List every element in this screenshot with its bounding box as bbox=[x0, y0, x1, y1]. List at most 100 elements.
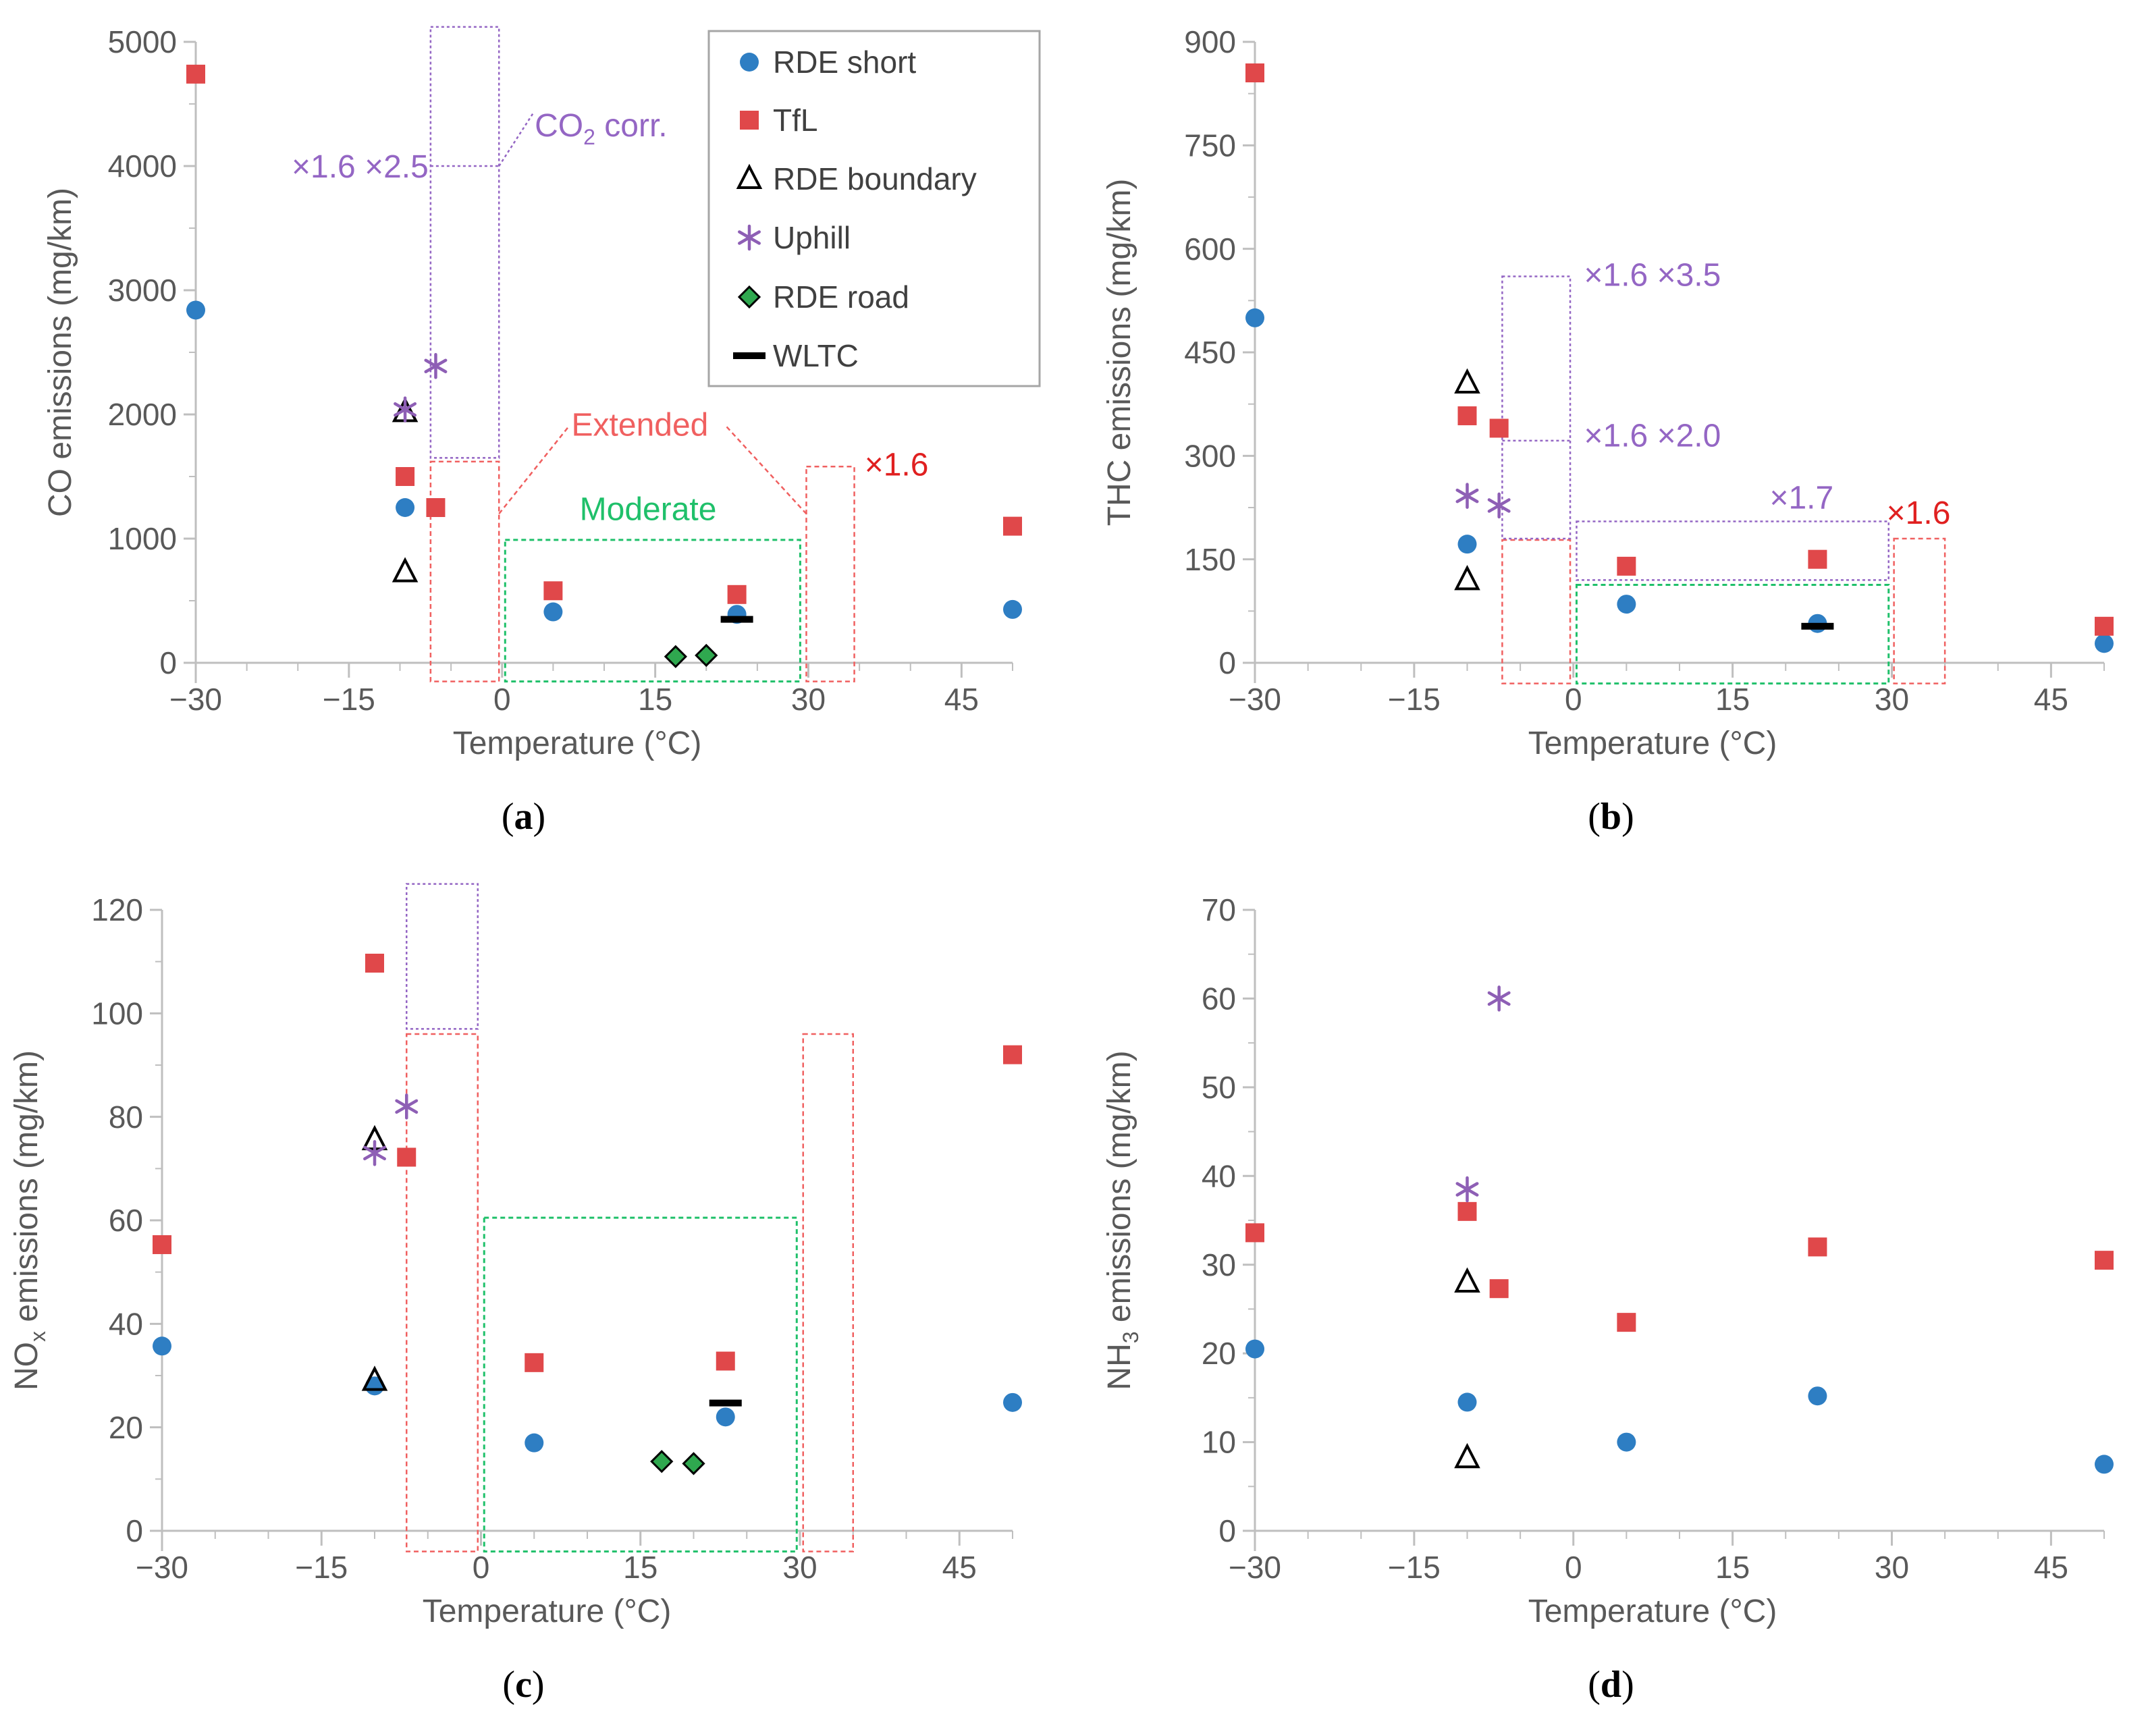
annotation-text: ×1.6 ×2.0 bbox=[1584, 418, 1721, 454]
legend-marker-triangle bbox=[736, 163, 763, 189]
marker-tfl bbox=[1808, 1237, 1827, 1257]
marker-tfl bbox=[153, 1235, 171, 1255]
annotation-text: ×1.7 bbox=[1769, 480, 1833, 516]
legend: RDE short TfL RDE boundary Uphill RDE ro… bbox=[707, 30, 1041, 387]
y-tick-label: 600 bbox=[1184, 232, 1236, 267]
marker-rde_short bbox=[153, 1336, 171, 1356]
legend-symbol bbox=[738, 224, 761, 251]
x-tick-label: 45 bbox=[2034, 682, 2068, 717]
region-box-moderate bbox=[504, 539, 801, 683]
x-tick-label: 0 bbox=[1565, 1550, 1582, 1585]
y-tick-label: 100 bbox=[91, 996, 143, 1031]
marker-rde_short bbox=[525, 1433, 544, 1453]
marker-uphill bbox=[1455, 483, 1479, 509]
x-tick-label: 15 bbox=[638, 682, 672, 717]
legend-entry: WLTC bbox=[733, 338, 859, 373]
marker-tfl bbox=[186, 64, 205, 84]
legend-symbol bbox=[733, 352, 766, 359]
marker-rde_short bbox=[1617, 1432, 1636, 1452]
x-tick-label: 45 bbox=[944, 682, 979, 717]
marker-tfl bbox=[396, 467, 415, 486]
legend-label: RDE road bbox=[773, 279, 909, 315]
x-tick-label: −15 bbox=[1388, 1550, 1441, 1585]
marker-rde_short bbox=[1808, 1386, 1827, 1406]
marker-tfl bbox=[2095, 616, 2114, 636]
x-tick-label: 15 bbox=[1715, 682, 1750, 717]
x-tick-label: 45 bbox=[942, 1550, 977, 1585]
x-tick-label: 15 bbox=[1715, 1550, 1750, 1585]
x-tick-label: 30 bbox=[1875, 682, 1909, 717]
x-axis-label: Temperature (°C) bbox=[453, 726, 702, 761]
annotation-text: ×1.6 bbox=[1887, 495, 1951, 531]
x-tick-label: −15 bbox=[323, 682, 375, 717]
marker-rde_road bbox=[664, 645, 687, 668]
y-tick-label: 70 bbox=[1202, 892, 1236, 927]
marker-tfl bbox=[525, 1353, 544, 1372]
legend-label: WLTC bbox=[773, 338, 859, 373]
x-axis-label: Temperature (°C) bbox=[1528, 1594, 1777, 1629]
marker-tfl bbox=[1003, 1045, 1022, 1064]
marker-rde_short bbox=[1245, 1339, 1264, 1359]
y-tick-label: 0 bbox=[1218, 1513, 1236, 1548]
region-box-extended bbox=[802, 1033, 854, 1552]
y-tick-label: 750 bbox=[1184, 128, 1236, 163]
marker-rde_short bbox=[1457, 1392, 1477, 1412]
marker-uphill bbox=[394, 396, 417, 423]
region-box-extended bbox=[1893, 537, 1946, 684]
y-tick-label: 0 bbox=[1218, 645, 1236, 680]
marker-wltc bbox=[709, 1399, 742, 1407]
star-stroke bbox=[1455, 1182, 1479, 1197]
annotation-text: Extended bbox=[572, 408, 709, 443]
x-axis-label: Temperature (°C) bbox=[423, 1594, 672, 1629]
x-axis-label: Temperature (°C) bbox=[1528, 726, 1777, 761]
x-tick-label: 45 bbox=[2034, 1550, 2068, 1585]
marker-uphill bbox=[363, 1140, 386, 1166]
marker-rde_short bbox=[1003, 1392, 1022, 1412]
y-axis-label: THC emissions (mg/km) bbox=[1102, 179, 1137, 526]
legend-entry: RDE short bbox=[740, 45, 916, 80]
marker-rde_short bbox=[543, 602, 563, 622]
legend-symbol bbox=[736, 163, 763, 189]
y-tick-label: 5000 bbox=[108, 24, 177, 59]
y-tick-label: 40 bbox=[109, 1306, 143, 1341]
y-tick-label: 60 bbox=[1202, 981, 1236, 1016]
guide-line-extended bbox=[498, 426, 570, 514]
x-tick-label: −30 bbox=[169, 682, 222, 717]
marker-rde_short bbox=[2095, 634, 2114, 653]
legend-entry: RDE road bbox=[737, 279, 909, 315]
star-stroke bbox=[424, 358, 448, 373]
y-tick-label: 120 bbox=[91, 892, 143, 927]
marker-tfl bbox=[1489, 1279, 1509, 1299]
panel-caption: (c) bbox=[502, 1664, 544, 1706]
region-box-extended bbox=[429, 460, 500, 682]
y-tick-label: 3000 bbox=[108, 273, 177, 308]
y-tick-label: 1000 bbox=[108, 521, 177, 556]
marker-tfl bbox=[426, 498, 446, 517]
annotation-text: CO2 corr. bbox=[535, 108, 667, 149]
legend-marker-circle bbox=[740, 53, 759, 72]
y-tick-label: 40 bbox=[1202, 1158, 1236, 1193]
marker-rde_short bbox=[1245, 308, 1264, 327]
region-box-corr bbox=[429, 26, 500, 459]
marker-tfl bbox=[2095, 1251, 2114, 1270]
legend-entry: TfL bbox=[740, 103, 817, 138]
marker-wltc bbox=[720, 616, 753, 623]
marker-tfl bbox=[1808, 549, 1827, 569]
x-tick-label: 0 bbox=[473, 1550, 490, 1585]
annotation-text: Moderate bbox=[580, 492, 717, 528]
marker-tfl bbox=[716, 1351, 735, 1371]
marker-rde_short bbox=[396, 498, 415, 517]
legend-symbol bbox=[740, 111, 759, 130]
legend-entry: RDE boundary bbox=[736, 161, 977, 196]
legend-marker-diamond bbox=[737, 285, 761, 309]
region-box-corr bbox=[1501, 275, 1572, 540]
marker-uphill bbox=[424, 352, 448, 379]
x-tick-label: 30 bbox=[791, 682, 826, 717]
legend-label: RDE short bbox=[773, 45, 916, 80]
marker-rde_road bbox=[682, 1452, 705, 1475]
y-tick-label: 60 bbox=[109, 1203, 143, 1238]
legend-entry: Uphill bbox=[738, 220, 851, 255]
guide-line-extended bbox=[726, 426, 807, 515]
x-tick-label: −15 bbox=[295, 1550, 348, 1585]
